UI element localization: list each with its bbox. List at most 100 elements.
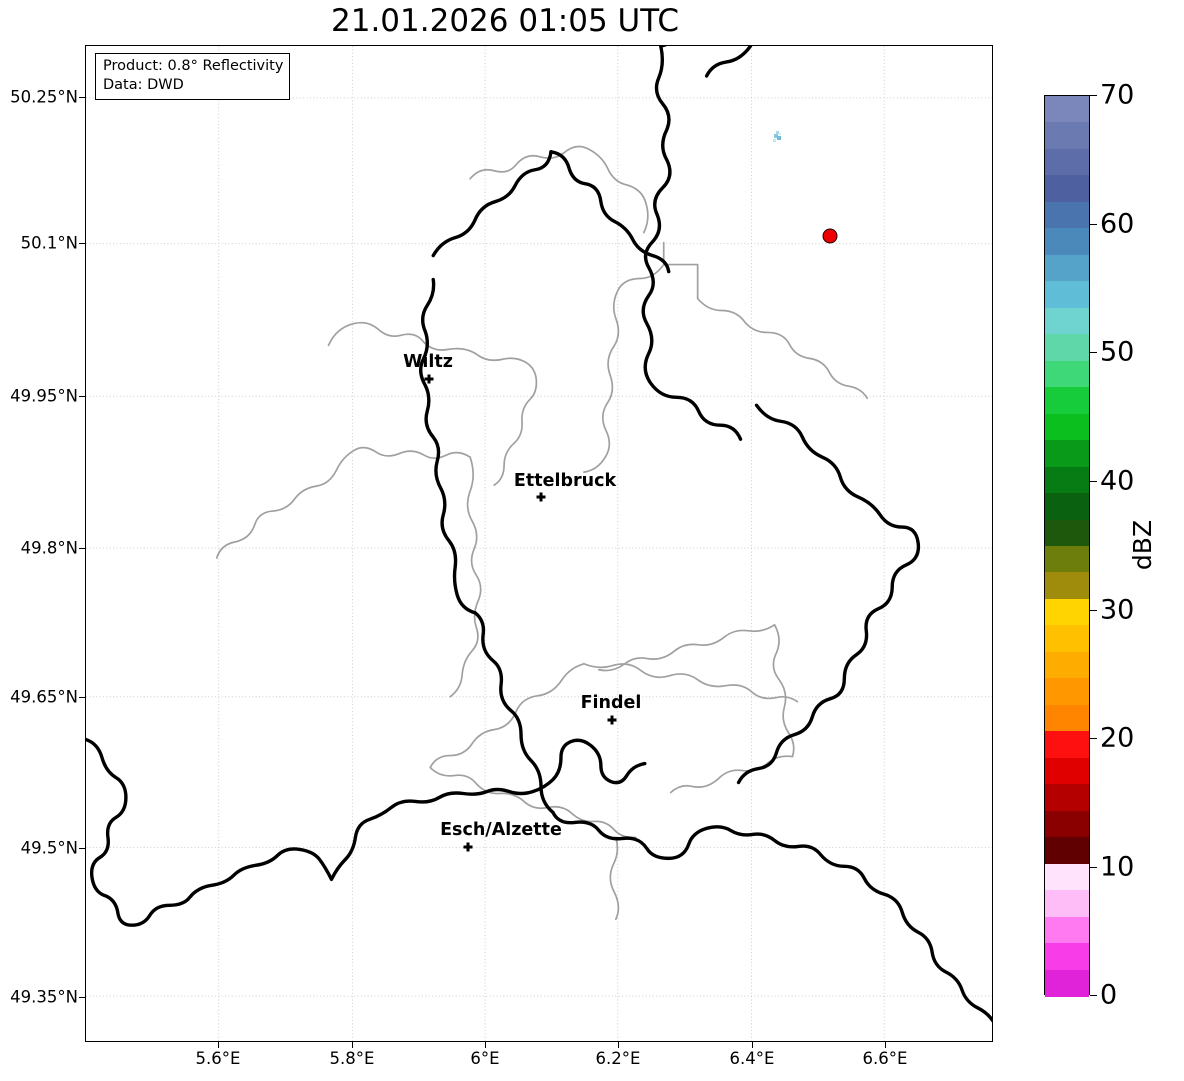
radar-station-icon[interactable] [822, 228, 838, 244]
y-axis-tick-mark [79, 997, 85, 999]
colorbar-band [1045, 281, 1089, 309]
colorbar-band [1045, 598, 1089, 626]
colorbar-band [1045, 360, 1089, 388]
city-marker-icon [423, 373, 436, 386]
colorbar-tick-mark [1090, 867, 1097, 869]
x-axis-tick-mark [752, 1042, 754, 1048]
map-plot-area[interactable]: Product: 0.8° Reflectivity Data: DWD [85, 45, 993, 1042]
colorbar-tick-mark [1090, 95, 1097, 97]
colorbar-tick-mark [1090, 224, 1097, 226]
y-axis-tick-label: 50.1°N [20, 233, 78, 253]
colorbar-band [1045, 731, 1089, 759]
radar-echo-pixel [777, 136, 781, 140]
x-axis-tick-label: 6.2°E [595, 1049, 641, 1068]
city-marker-icon [606, 714, 619, 727]
y-axis-tick-mark [79, 548, 85, 550]
map-svg [86, 46, 992, 1041]
colorbar-band [1045, 201, 1089, 229]
colorbar-band [1045, 519, 1089, 547]
y-axis-tick-label: 49.35°N [10, 987, 78, 1007]
x-axis-tick-label: 6.6°E [862, 1049, 908, 1068]
colorbar-tick-label: 60 [1100, 208, 1135, 240]
x-axis-tick-label: 5.6°E [195, 1049, 241, 1068]
colorbar-tick-mark [1090, 481, 1097, 483]
info-product-line: Product: 0.8° Reflectivity [103, 58, 284, 74]
radar-echo-pixel [779, 133, 781, 135]
y-axis-tick-mark [79, 243, 85, 245]
y-axis-tick-label: 50.25°N [10, 87, 78, 107]
colorbar-tick-mark [1090, 352, 1097, 354]
y-axis-tick-label: 49.65°N [10, 687, 78, 707]
y-axis-tick-mark [79, 97, 85, 99]
colorbar-tick-label: 40 [1100, 465, 1135, 497]
colorbar-band [1045, 651, 1089, 679]
colorbar-band [1045, 413, 1089, 441]
colorbar-band [1045, 228, 1089, 256]
colorbar-tick-mark [1090, 995, 1097, 997]
city-label-esch-alzette: Esch/Alzette [440, 820, 562, 840]
national-borders [86, 46, 992, 1023]
colorbar-band [1045, 943, 1089, 971]
city-label-wiltz: Wiltz [403, 352, 453, 372]
x-axis-tick-mark [885, 1042, 887, 1048]
city-label-findel: Findel [580, 693, 642, 713]
x-axis-tick-label: 5.8°E [329, 1049, 375, 1068]
y-axis-tick-mark [79, 848, 85, 850]
colorbar-tick-label: 70 [1100, 79, 1135, 111]
colorbar-band [1045, 122, 1089, 150]
colorbar-band [1045, 96, 1089, 124]
colorbar-band [1045, 307, 1089, 335]
colorbar-band [1045, 704, 1089, 732]
y-axis-tick-mark [79, 697, 85, 699]
y-axis-tick-mark [79, 396, 85, 398]
colorbar-band [1045, 334, 1089, 362]
radar-echo-pixel [774, 134, 778, 138]
colorbar-tick-label: 30 [1100, 594, 1135, 626]
x-axis-tick-mark [218, 1042, 220, 1048]
radar-echo-pixel [773, 139, 776, 142]
colorbar-band [1045, 784, 1089, 812]
page-title: 21.01.2026 01:05 UTC [331, 3, 679, 39]
colorbar[interactable] [1044, 95, 1090, 997]
colorbar-band [1045, 387, 1089, 415]
city-marker-icon [535, 491, 548, 504]
colorbar-tick-label: 0 [1100, 979, 1118, 1011]
info-data-line: Data: DWD [103, 77, 184, 94]
gridlines [86, 46, 992, 1041]
colorbar-band [1045, 916, 1089, 944]
colorbar-band [1045, 837, 1089, 865]
x-axis-tick-mark [618, 1042, 620, 1048]
colorbar-band [1045, 625, 1089, 653]
colorbar-tick-mark [1090, 610, 1097, 612]
y-axis-tick-label: 49.5°N [20, 838, 78, 858]
x-axis-tick-mark [352, 1042, 354, 1048]
colorbar-tick-label: 20 [1100, 722, 1135, 754]
colorbar-band [1045, 254, 1089, 282]
colorbar-tick-label: 10 [1100, 851, 1135, 883]
colorbar-axis-label: dBZ [1128, 519, 1157, 571]
colorbar-band [1045, 440, 1089, 468]
colorbar-band [1045, 678, 1089, 706]
y-axis-tick-label: 49.8°N [20, 538, 78, 558]
colorbar-band [1045, 175, 1089, 203]
x-axis-tick-label: 6.4°E [729, 1049, 775, 1068]
colorbar-band [1045, 863, 1089, 891]
city-marker-icon [462, 841, 475, 854]
colorbar-band [1045, 493, 1089, 521]
colorbar-band [1045, 466, 1089, 494]
colorbar-band [1045, 546, 1089, 574]
colorbar-tick-mark [1090, 738, 1097, 740]
colorbar-band [1045, 572, 1089, 600]
colorbar-band [1045, 148, 1089, 176]
colorbar-band [1045, 890, 1089, 918]
colorbar-band [1045, 757, 1089, 785]
y-axis-tick-label: 49.95°N [10, 386, 78, 406]
colorbar-band [1045, 969, 1089, 997]
city-label-ettelbruck: Ettelbruck [513, 471, 617, 491]
radar-echo-pixel [776, 131, 779, 134]
x-axis-tick-label: 6°E [470, 1049, 500, 1068]
x-axis-tick-mark [485, 1042, 487, 1048]
colorbar-band [1045, 810, 1089, 838]
colorbar-tick-label: 50 [1100, 336, 1135, 368]
